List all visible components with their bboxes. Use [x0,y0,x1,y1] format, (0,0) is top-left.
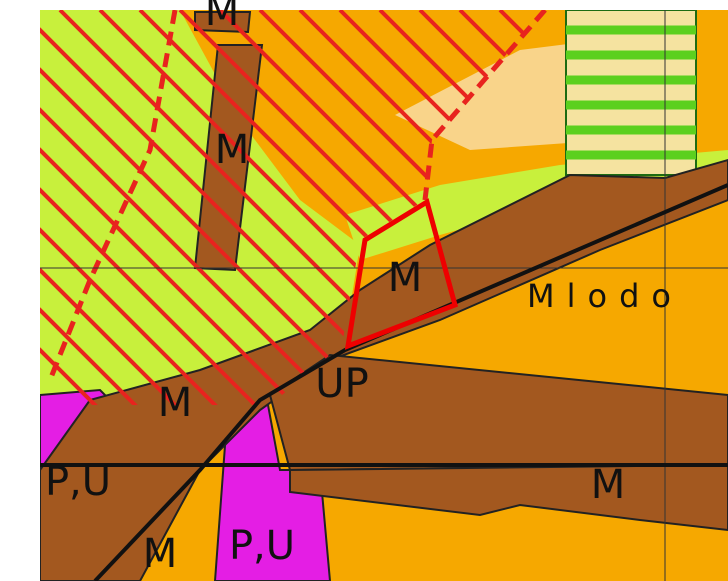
zone-label: M [143,531,178,577]
map: M M M Mlodo M UP P,U M M P,U [0,0,728,581]
zone-label: UP [315,361,368,407]
zone-label: P,U [229,523,295,569]
zone-label: M [388,255,423,301]
street-label: Mlodo [527,277,683,315]
zone-label: M [591,462,626,508]
zone-label: M [158,380,193,426]
green-striped-zone [566,10,696,175]
zone-label: M [215,127,250,173]
zone-label: P,U [45,459,111,505]
zone-label: M [205,0,240,35]
